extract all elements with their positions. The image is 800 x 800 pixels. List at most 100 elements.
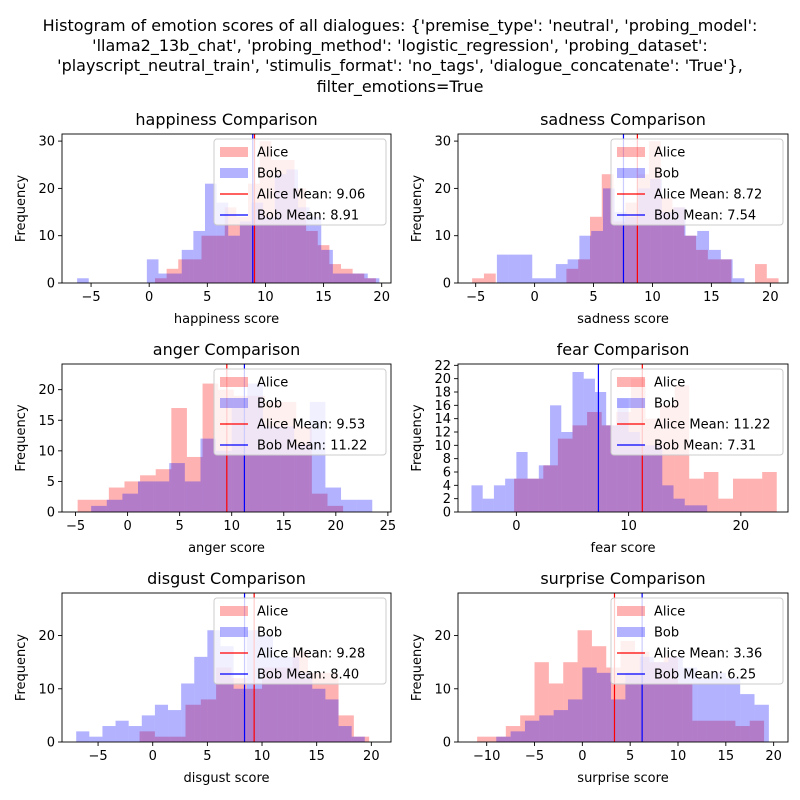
histogram-bar bbox=[762, 472, 777, 512]
legend: Alice Bob Alice Mean: 3.36 Bob Mean: 6.25 bbox=[610, 597, 784, 685]
x-tick-label: 10 bbox=[223, 519, 240, 534]
histogram-bar bbox=[189, 259, 202, 283]
x-tick-label: 20 bbox=[363, 749, 380, 764]
histogram-bar bbox=[709, 249, 721, 283]
legend-label: Bob bbox=[257, 397, 282, 412]
histogram-bar bbox=[673, 207, 686, 283]
histogram-bar bbox=[695, 505, 708, 512]
histogram-bar bbox=[184, 481, 201, 512]
histogram-bar bbox=[561, 432, 573, 512]
legend-label: Alice bbox=[654, 605, 685, 620]
subplot-sadness: −5 0 5 10 15 20 0 10 20 30 sadness Comparison sadne… bbox=[410, 110, 789, 327]
histogram-bar bbox=[590, 216, 602, 283]
histogram-bar bbox=[579, 235, 592, 283]
legend-swatch-bob bbox=[220, 627, 248, 637]
legend-label: Alice bbox=[257, 605, 288, 620]
histogram-bar bbox=[508, 254, 521, 283]
histogram-bar bbox=[568, 699, 583, 742]
histogram-bar bbox=[553, 710, 568, 742]
histogram-bar bbox=[124, 481, 141, 512]
histogram-bar bbox=[309, 216, 322, 283]
histogram-bar bbox=[740, 694, 755, 742]
histogram-bar bbox=[520, 254, 533, 283]
histogram-bar bbox=[154, 704, 169, 742]
histogram-bar bbox=[591, 646, 607, 742]
histogram-bar bbox=[766, 278, 779, 283]
legend-box bbox=[213, 368, 387, 456]
histogram-bar bbox=[228, 235, 240, 283]
histogram-bar bbox=[532, 278, 545, 283]
histogram-bar bbox=[307, 672, 324, 742]
histogram-bar bbox=[601, 174, 614, 283]
subplot-title: happiness Comparison bbox=[135, 110, 317, 129]
histogram-bar bbox=[557, 438, 573, 512]
histogram-bar bbox=[567, 259, 580, 283]
histogram-bar bbox=[170, 273, 182, 283]
x-tick-label: 5 bbox=[203, 749, 211, 764]
histogram-bar bbox=[524, 720, 540, 742]
histogram-bar bbox=[594, 392, 607, 512]
x-tick-label: 15 bbox=[308, 749, 325, 764]
x-tick-label: 0 bbox=[512, 519, 520, 534]
subplot-title: disgust Comparison bbox=[147, 569, 306, 588]
histogram-bar bbox=[539, 715, 554, 742]
y-tick-label: 5 bbox=[47, 475, 55, 490]
legend-label: Alice Mean: 3.36 bbox=[654, 647, 762, 662]
x-tick-label: 20 bbox=[328, 519, 345, 534]
legend-label: Alice Mean: 8.72 bbox=[654, 188, 762, 203]
histogram-bar bbox=[516, 452, 528, 512]
legend-box bbox=[213, 597, 387, 685]
x-tick-label: 5 bbox=[176, 519, 184, 534]
histogram-bar bbox=[505, 726, 521, 742]
legend-swatch-bob bbox=[617, 627, 645, 637]
x-tick-label: 10 bbox=[254, 749, 271, 764]
histogram-bar bbox=[248, 183, 260, 283]
y-tick-label: 0 bbox=[443, 506, 451, 521]
y-axis-label: Frequency bbox=[410, 404, 425, 471]
histogram-bar bbox=[367, 278, 380, 283]
histogram-bar bbox=[733, 478, 748, 512]
x-tick-label: 20 bbox=[762, 290, 779, 305]
histogram-bar bbox=[637, 174, 649, 283]
histogram-bar bbox=[140, 475, 156, 512]
y-tick-label: 30 bbox=[38, 135, 55, 150]
legend-box bbox=[610, 138, 784, 226]
axes-frame bbox=[61, 592, 392, 743]
x-tick-label: −5 bbox=[66, 519, 85, 534]
legend: Alice Bob Alice Mean: 9.53 Bob Mean: 11.22 bbox=[213, 368, 387, 456]
histogram-bar bbox=[186, 456, 203, 512]
histogram-bar bbox=[146, 259, 159, 283]
histogram-bar bbox=[625, 202, 638, 283]
histogram-bar bbox=[311, 493, 328, 512]
histogram-bar bbox=[626, 216, 639, 283]
histogram-bar bbox=[274, 174, 287, 283]
histogram-bar bbox=[338, 715, 354, 742]
histogram-bar bbox=[720, 259, 733, 283]
legend-label: Bob Mean: 8.40 bbox=[257, 668, 359, 683]
histogram-bar bbox=[614, 212, 627, 283]
histogram-bar bbox=[548, 683, 564, 742]
axes-frame bbox=[61, 363, 392, 513]
x-tick-label: 15 bbox=[718, 749, 735, 764]
y-tick-label: 15 bbox=[38, 414, 55, 429]
histogram-bar bbox=[527, 478, 539, 512]
x-tick-label: 20 bbox=[373, 290, 390, 305]
histogram-bar bbox=[102, 726, 116, 742]
legend-label: Bob bbox=[257, 626, 282, 641]
axes-frame bbox=[457, 592, 789, 743]
legend-label: Alice Mean: 9.06 bbox=[257, 188, 365, 203]
x-tick-label: 5 bbox=[203, 290, 211, 305]
histogram-bar bbox=[692, 720, 707, 742]
x-tick-label: −10 bbox=[473, 749, 500, 764]
histogram-bar bbox=[672, 207, 685, 283]
legend-swatch-alice bbox=[617, 147, 645, 157]
histogram-bar bbox=[660, 197, 673, 283]
histogram-bar bbox=[299, 672, 313, 742]
histogram-bar bbox=[128, 726, 142, 742]
x-axis-label: sadness score bbox=[577, 312, 669, 327]
histogram-bar bbox=[356, 499, 373, 512]
legend-swatch-alice bbox=[220, 147, 248, 157]
histogram-bar bbox=[170, 736, 186, 742]
y-tick-label: 18 bbox=[434, 386, 451, 401]
